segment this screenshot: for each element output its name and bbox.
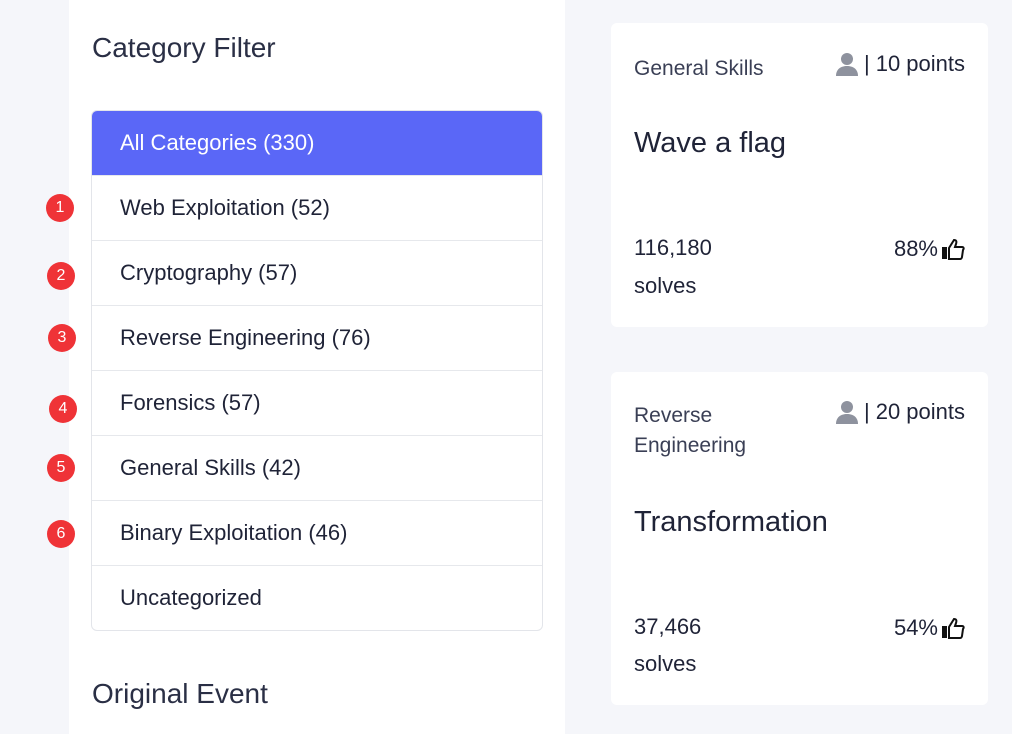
category-reverse-engineering[interactable]: Reverse Engineering (76) xyxy=(92,305,542,370)
marker-badge: 6 xyxy=(47,520,75,548)
solves-count: 37,466 xyxy=(634,614,702,639)
challenge-title: Transformation xyxy=(634,506,828,538)
marker-badge: 3 xyxy=(48,324,76,352)
solves-count: 116,180 xyxy=(634,235,712,260)
challenge-category: Reverse Engineering xyxy=(634,404,747,457)
rating: 54% xyxy=(894,615,965,641)
marker-badge: 5 xyxy=(47,454,75,482)
category-web-exploitation[interactable]: Web Exploitation (52) xyxy=(92,175,542,240)
category-filter-heading: Category Filter xyxy=(92,32,276,63)
marker-badge: 1 xyxy=(46,194,74,222)
challenge-category: General Skills xyxy=(634,57,764,80)
marker-badge: 4 xyxy=(49,395,77,423)
solves-label: solves xyxy=(634,651,697,676)
rating-value: 88% xyxy=(893,236,938,261)
rating-value: 54% xyxy=(893,615,938,640)
separator: | xyxy=(863,399,870,424)
challenge-card[interactable]: General Skills | 10 points Wave a flag 1… xyxy=(611,23,988,327)
thumbs-up-icon xyxy=(942,238,965,260)
rating: 88% xyxy=(894,236,965,262)
category-general-skills[interactable]: General Skills (42) xyxy=(92,435,542,500)
category-uncategorized[interactable]: Uncategorized xyxy=(92,565,542,630)
category-forensics[interactable]: Forensics (57) xyxy=(92,370,542,435)
user-icon xyxy=(835,53,858,76)
separator: | xyxy=(863,51,870,76)
category-all[interactable]: All Categories (330) xyxy=(92,111,542,175)
points: | 20 points xyxy=(835,399,965,425)
solves-label: solves xyxy=(634,273,697,298)
points-value: 20 points xyxy=(875,399,965,424)
challenge-card[interactable]: Reverse Engineering | 20 points Transfor… xyxy=(611,372,988,705)
challenge-title: Wave a flag xyxy=(634,127,787,159)
original-event-heading: Original Event xyxy=(92,678,268,709)
user-icon xyxy=(835,401,858,424)
category-cryptography[interactable]: Cryptography (57) xyxy=(92,240,542,305)
points-value: 10 points xyxy=(875,51,965,76)
category-binary-exploitation[interactable]: Binary Exploitation (46) xyxy=(92,500,542,565)
points: | 10 points xyxy=(835,51,965,77)
marker-badge: 2 xyxy=(47,262,75,290)
thumbs-up-icon xyxy=(942,617,965,639)
category-list: All Categories (330) Web Exploitation (5… xyxy=(91,110,543,631)
